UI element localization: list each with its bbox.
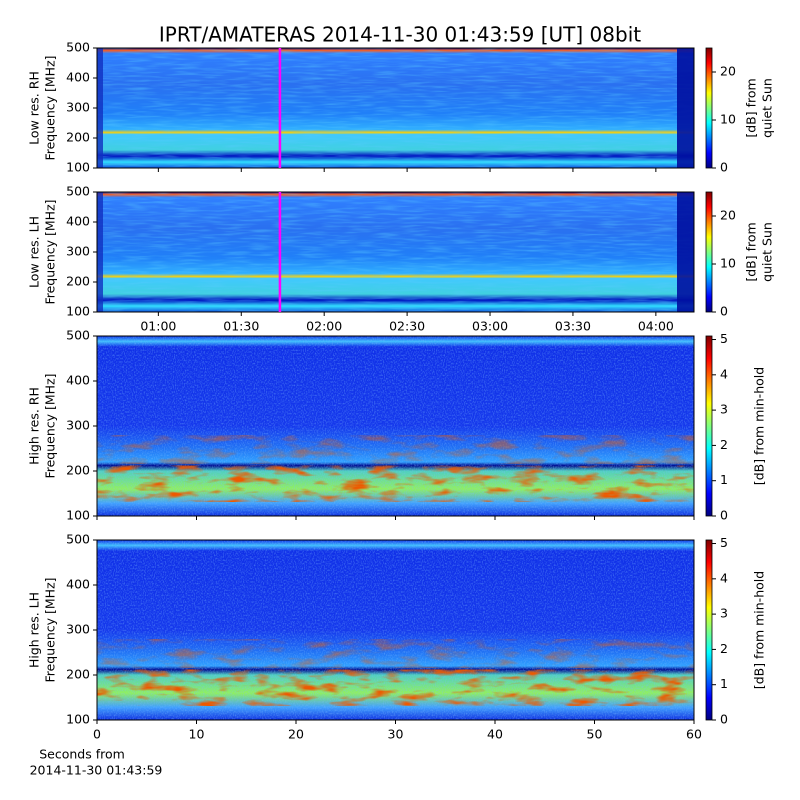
colorbar-tick-label: 0 (720, 160, 728, 175)
y-tick-label: 100 (66, 508, 90, 523)
burst-region (97, 435, 694, 464)
y-tick-label: 100 (66, 712, 90, 727)
y-tick-label: 500 (66, 532, 90, 547)
colorbar-tick-label: 0 (720, 712, 728, 727)
y-tick-label: 400 (66, 373, 90, 388)
colorbar-label: [dB] from min-hold (752, 571, 767, 689)
y-tick-label: 300 (66, 622, 90, 637)
colorbar (705, 191, 713, 313)
x-tick-label: 40 (487, 727, 503, 742)
figure-title: IPRT/AMATERAS 2014-11-30 01:43:59 [UT] 0… (159, 23, 641, 47)
colorbar-tick-label: 0 (720, 508, 728, 523)
y-tick-label: 400 (66, 70, 90, 85)
spectrogram (97, 540, 694, 720)
colorbar-tick-label: 4 (720, 570, 728, 585)
y-tick-label: 400 (66, 214, 90, 229)
data-gap (97, 192, 103, 312)
x-axis-label: 2014-11-30 01:43:59 (30, 763, 163, 778)
colorbar-tick-label: 10 (720, 112, 736, 127)
spectrogram-texture (97, 48, 694, 168)
y-tick-label: 500 (66, 184, 90, 199)
y-tick-label: 500 (66, 328, 90, 343)
colorbar-tick-label: 20 (720, 64, 736, 79)
y-axis-label: Low res. RH (27, 71, 42, 145)
colorbar-label: [dB] from (744, 222, 759, 281)
y-tick-label: 200 (66, 463, 90, 478)
burst-region (97, 669, 694, 706)
colorbar (705, 47, 713, 169)
y-tick-label: 300 (66, 418, 90, 433)
y-axis-label: Low res. LH (27, 216, 42, 288)
y-axis-label: Frequency [MHz] (43, 373, 58, 478)
x-tick-label: 01:00 (140, 319, 176, 334)
y-tick-label: 200 (66, 274, 90, 289)
colorbar (705, 539, 713, 721)
y-axis-label: High res. LH (27, 592, 42, 668)
y-tick-label: 200 (66, 667, 90, 682)
colorbar-label: quiet Sun (760, 78, 775, 138)
colorbar-tick-label: 4 (720, 366, 728, 381)
data-gap (677, 48, 694, 168)
data-gap (97, 48, 103, 168)
colorbar-tick-label: 5 (720, 331, 728, 346)
x-tick-label: 02:30 (389, 319, 425, 334)
spectrogram (97, 336, 694, 516)
colorbar-tick-label: 2 (720, 437, 728, 452)
x-tick-label: 50 (587, 727, 603, 742)
colorbar-tick-label: 3 (720, 606, 728, 621)
colorbar-tick-label: 0 (720, 304, 728, 319)
y-axis-label: Frequency [MHz] (43, 577, 58, 682)
x-tick-label: 03:00 (472, 319, 508, 334)
y-tick-label: 400 (66, 577, 90, 592)
y-axis-label: Frequency [MHz] (43, 55, 58, 160)
burst-region (97, 639, 694, 668)
colorbar-tick-label: 10 (720, 256, 736, 271)
colorbar-label: [dB] from (744, 78, 759, 137)
colorbar-tick-label: 20 (720, 208, 736, 223)
y-axis-label: Frequency [MHz] (43, 199, 58, 304)
x-tick-label: 30 (388, 727, 404, 742)
colorbar-tick-label: 2 (720, 641, 728, 656)
y-tick-label: 300 (66, 100, 90, 115)
x-tick-label: 60 (686, 727, 702, 742)
y-tick-label: 300 (66, 244, 90, 259)
y-tick-label: 100 (66, 160, 90, 175)
spectrogram (97, 48, 694, 168)
y-tick-label: 100 (66, 304, 90, 319)
x-tick-label: 04:00 (638, 319, 674, 334)
x-tick-label: 03:30 (555, 319, 591, 334)
spectrogram-texture (97, 192, 694, 312)
colorbar-tick-label: 1 (720, 676, 728, 691)
x-tick-label: 10 (189, 727, 205, 742)
y-tick-label: 200 (66, 130, 90, 145)
x-tick-label: 02:00 (306, 319, 342, 334)
spectrogram (97, 192, 694, 312)
colorbar-label: [dB] from min-hold (752, 367, 767, 485)
x-tick-label: 01:30 (223, 319, 259, 334)
x-tick-label: 20 (288, 727, 304, 742)
burst-region (97, 465, 694, 502)
colorbar-label: quiet Sun (760, 222, 775, 282)
y-axis-label: High res. RH (27, 387, 42, 465)
colorbar-tick-label: 1 (720, 472, 728, 487)
colorbar-tick-label: 5 (720, 535, 728, 550)
y-tick-label: 500 (66, 40, 90, 55)
colorbar (705, 335, 713, 517)
x-axis-label: Seconds from (39, 747, 125, 762)
x-tick-label: 0 (93, 727, 101, 742)
data-gap (677, 192, 694, 312)
colorbar-tick-label: 3 (720, 402, 728, 417)
